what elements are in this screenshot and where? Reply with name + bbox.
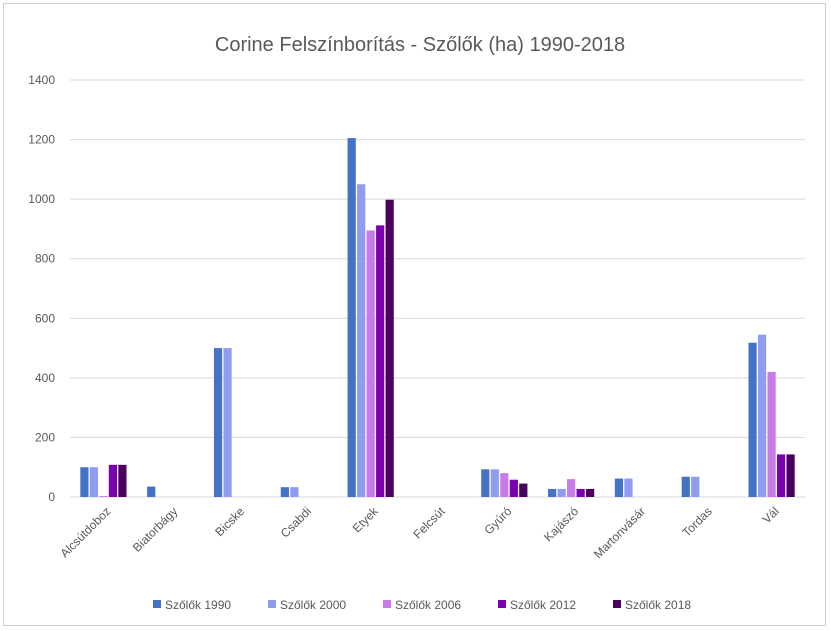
bar xyxy=(280,487,289,497)
y-tick-label: 0 xyxy=(48,490,55,504)
bar xyxy=(118,464,127,497)
bar xyxy=(786,454,795,497)
bar xyxy=(567,479,576,497)
legend-swatch xyxy=(153,600,161,608)
bar xyxy=(223,348,232,497)
bar xyxy=(624,478,633,497)
x-tick-label: Martonvásár xyxy=(591,504,648,561)
bar xyxy=(614,478,624,497)
legend: Szőlők 1990 Szőlők 2000 Szőlők 2006 Szőlők … xyxy=(153,598,691,612)
y-tick-label: 1400 xyxy=(28,73,55,87)
legend-swatch xyxy=(498,600,506,608)
bar xyxy=(500,473,509,497)
x-axis-labels: Alcsútdoboz Biatorbágy Bicske Csabdi Etyek Fe… xyxy=(57,504,781,562)
bar xyxy=(548,488,557,497)
legend-swatch xyxy=(268,600,276,608)
bars xyxy=(80,138,795,498)
bar xyxy=(213,348,223,497)
bar xyxy=(681,476,690,497)
bar xyxy=(490,469,499,497)
bar xyxy=(767,371,776,497)
x-tick-label: Gyúró xyxy=(481,504,514,537)
y-tick-label: 1000 xyxy=(28,192,55,206)
y-tick-label: 400 xyxy=(35,371,55,385)
bar xyxy=(557,488,566,497)
bar xyxy=(99,496,108,497)
bar xyxy=(357,184,366,497)
bar xyxy=(366,230,375,498)
x-tick-label: Biatorbágy xyxy=(130,504,180,554)
legend-label: Szőlők 2012 xyxy=(510,598,576,612)
x-tick-label: Kajászó xyxy=(541,504,581,544)
bar xyxy=(757,334,767,497)
bar xyxy=(509,479,518,497)
x-tick-label: Alcsútdoboz xyxy=(57,504,113,560)
x-tick-label: Vál xyxy=(760,504,782,526)
bar xyxy=(481,469,490,497)
y-tick-label: 200 xyxy=(35,430,55,444)
y-tick-label: 600 xyxy=(35,311,55,325)
bar xyxy=(586,488,595,497)
gridlines xyxy=(70,79,805,498)
bar xyxy=(576,488,585,497)
y-tick-label: 1200 xyxy=(28,133,55,147)
bar xyxy=(89,467,99,497)
bar xyxy=(147,486,156,497)
x-tick-label: Etyek xyxy=(350,504,382,536)
legend-label: Szőlők 2000 xyxy=(280,598,346,612)
bar xyxy=(519,483,528,497)
bar xyxy=(385,199,394,497)
legend-label: Szőlők 1990 xyxy=(165,598,231,612)
bar xyxy=(108,464,118,497)
x-tick-label: Felcsút xyxy=(410,504,448,542)
bar xyxy=(80,467,89,497)
bar xyxy=(691,476,700,497)
bar xyxy=(347,138,356,497)
x-tick-label: Tordas xyxy=(680,504,715,539)
bar xyxy=(290,487,299,497)
x-tick-label: Csabdi xyxy=(278,504,314,540)
y-axis-ticks: 0 200 400 600 800 1000 1200 1400 xyxy=(28,73,55,504)
legend-label: Szőlők 2006 xyxy=(395,598,461,612)
bar xyxy=(376,225,385,497)
x-tick-label: Bicske xyxy=(212,504,247,539)
legend-swatch xyxy=(613,600,621,608)
legend-swatch xyxy=(383,600,391,608)
chart-title: Corine Felszínborítás - Szőlők (ha) 1990… xyxy=(215,34,625,56)
chart-frame xyxy=(3,3,826,626)
bar xyxy=(748,342,757,497)
y-tick-label: 800 xyxy=(35,252,55,266)
legend-label: Szőlők 2018 xyxy=(625,598,691,612)
bar xyxy=(776,454,786,497)
